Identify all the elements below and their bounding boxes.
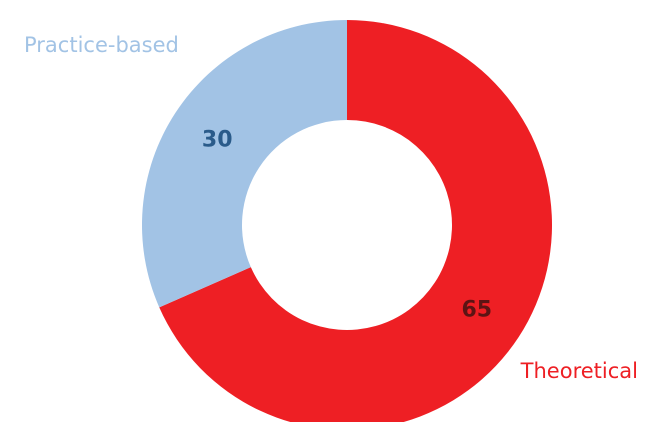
category-label-theoretical: Theoretical [520, 359, 638, 383]
slice-theoretical [159, 20, 552, 422]
labels-layer: 65 Theoretical 30 Practice-based [24, 33, 638, 383]
category-label-practice-based: Practice-based [24, 33, 179, 57]
slice-practice-based [142, 20, 347, 308]
value-label-theoretical: 65 [461, 297, 492, 322]
value-label-practice-based: 30 [202, 128, 233, 153]
slices-layer [142, 20, 552, 422]
